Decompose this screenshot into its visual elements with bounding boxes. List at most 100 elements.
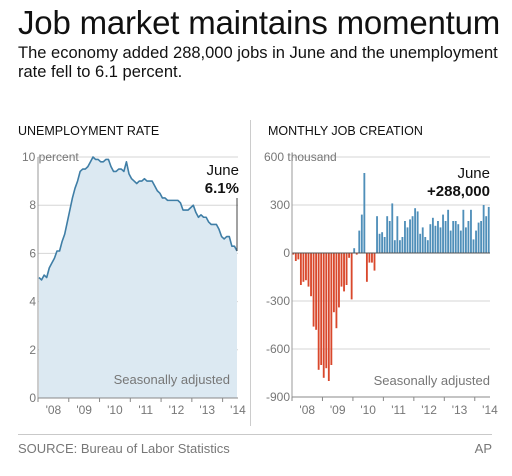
credit-label: AP xyxy=(474,441,492,456)
x-tick-label: '14 xyxy=(482,403,498,417)
job-bar xyxy=(327,253,330,381)
job-bar xyxy=(371,253,373,263)
plot-background xyxy=(292,157,490,397)
x-tick-label: '14 xyxy=(230,403,246,417)
y-tick-label: -300 xyxy=(266,294,290,308)
job-bar xyxy=(348,253,351,258)
y-tick-label: 300 xyxy=(270,198,290,212)
y-tick-label: 2 xyxy=(29,343,36,357)
job-bar xyxy=(350,253,353,300)
job-bar xyxy=(355,253,358,255)
job-bar xyxy=(312,253,315,327)
seasonal-note: Seasonally adjusted xyxy=(114,372,230,387)
job-bar xyxy=(434,225,437,253)
chart-subtitle: The economy added 288,000 jobs in June a… xyxy=(18,44,498,81)
job-bar xyxy=(292,253,295,255)
annotation-month: June xyxy=(457,165,490,182)
job-bar xyxy=(449,230,452,253)
job-bar xyxy=(487,206,490,253)
footer-rule xyxy=(18,434,492,435)
job-bar xyxy=(317,253,320,370)
panel-divider xyxy=(250,120,251,426)
job-bar xyxy=(464,227,467,253)
job-bar xyxy=(457,224,460,253)
x-tick-label: '10 xyxy=(107,403,123,417)
seasonal-note: Seasonally adjusted xyxy=(374,373,490,388)
job-bar xyxy=(299,253,302,285)
job-bar xyxy=(467,221,470,253)
job-bar xyxy=(472,239,475,253)
unemployment-area xyxy=(39,157,237,398)
job-bar xyxy=(447,209,450,253)
job-bar xyxy=(475,230,477,253)
job-bar xyxy=(454,221,457,253)
unemployment-rate-chart: 0 2 4 6 8 10 percent '08 '09 '10 '11 '12 '13 '14 June… xyxy=(22,150,246,417)
job-bar xyxy=(297,253,300,260)
job-bar xyxy=(315,253,318,330)
job-bar xyxy=(477,222,480,253)
job-bar xyxy=(393,240,396,253)
job-bar xyxy=(368,253,371,263)
job-bar xyxy=(421,227,424,253)
job-creation-panel-title: MONTHLY JOB CREATION xyxy=(268,124,423,138)
y-tick-label: 4 xyxy=(29,295,36,309)
job-bar xyxy=(437,221,439,253)
y-tick-label: -900 xyxy=(266,390,290,404)
job-bar xyxy=(365,253,368,282)
job-bar xyxy=(398,240,401,253)
job-bar xyxy=(310,253,312,297)
job-bar xyxy=(416,211,419,253)
x-tick-label: '11 xyxy=(138,403,153,417)
x-tick-label: '12 xyxy=(169,403,185,417)
job-bar xyxy=(373,253,376,271)
job-bar xyxy=(414,208,417,253)
job-bar xyxy=(360,214,363,253)
job-bar xyxy=(459,230,462,253)
job-bar xyxy=(294,253,297,261)
x-tick-label: '08 xyxy=(46,403,62,417)
source-note: SOURCE: Bureau of Labor Statistics xyxy=(18,441,230,456)
job-bar xyxy=(330,253,333,365)
y-axis-unit-label: 600 thousand xyxy=(264,150,337,164)
job-bar xyxy=(396,216,399,253)
job-bar xyxy=(419,233,422,253)
y-tick-label: 6 xyxy=(29,246,36,260)
x-tick-label: '12 xyxy=(421,403,437,417)
annotation-month: June xyxy=(206,162,239,179)
job-bar xyxy=(401,237,404,253)
x-tick-label: '13 xyxy=(199,403,215,417)
job-bar xyxy=(439,227,442,253)
job-bar xyxy=(482,205,485,253)
y-axis-unit-label: 10 percent xyxy=(22,150,79,164)
job-bar xyxy=(480,221,483,253)
job-bar xyxy=(409,219,411,253)
job-bar xyxy=(378,233,381,253)
job-bar xyxy=(404,221,406,253)
x-tick-label: '11 xyxy=(391,403,406,417)
job-bar xyxy=(485,216,488,253)
x-tick-label: '10 xyxy=(360,403,376,417)
job-bar xyxy=(345,253,348,285)
y-tick-label: -600 xyxy=(266,342,290,356)
y-tick-label: 0 xyxy=(283,246,290,260)
job-creation-chart: -900 -600 -300 0 300 600 thousand '08 '09 '10 '11… xyxy=(264,150,498,417)
annotation-value: 6.1% xyxy=(205,180,239,197)
job-bar xyxy=(442,214,444,253)
y-tick-label: 0 xyxy=(29,391,36,405)
job-bar xyxy=(302,253,305,282)
job-bar xyxy=(462,209,465,253)
job-bar xyxy=(376,216,378,253)
job-bar xyxy=(343,253,345,292)
x-tick-label: '09 xyxy=(76,403,92,417)
job-bar xyxy=(431,217,434,253)
x-tick-label: '09 xyxy=(330,403,346,417)
x-tick-label: '08 xyxy=(299,403,315,417)
job-bar xyxy=(305,253,307,281)
job-bar xyxy=(426,240,429,253)
job-bar xyxy=(386,216,389,253)
job-bar xyxy=(320,253,323,365)
job-bar xyxy=(322,253,325,378)
job-bar xyxy=(411,216,414,253)
job-bar xyxy=(338,253,340,308)
job-bar xyxy=(470,209,472,253)
